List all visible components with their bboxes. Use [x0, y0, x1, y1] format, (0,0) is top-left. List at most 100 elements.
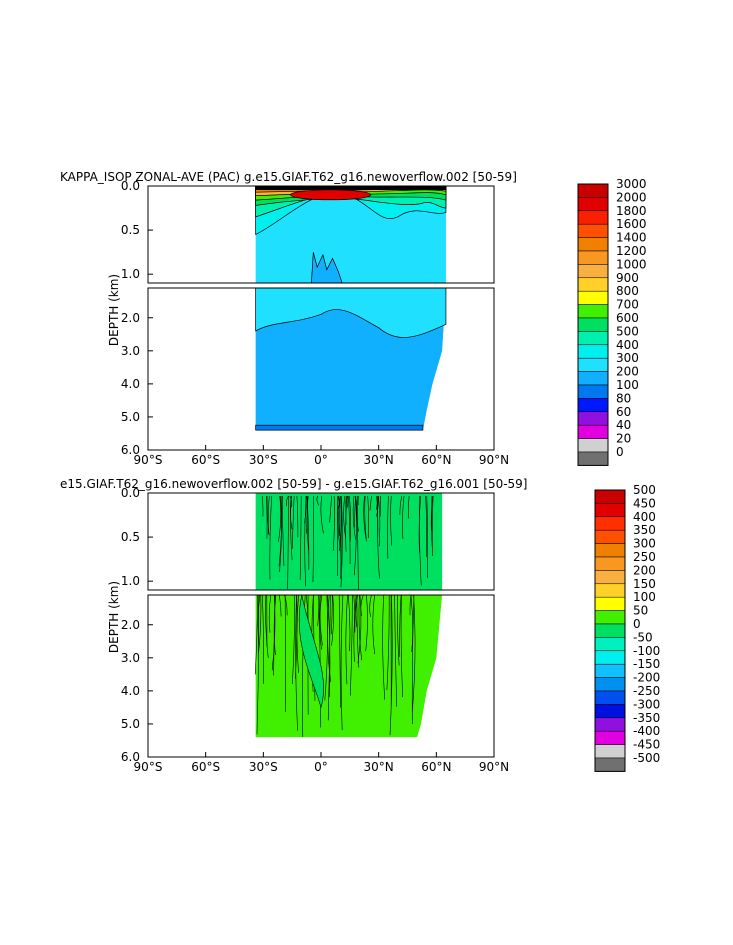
colorbar-label: 50 [633, 604, 648, 618]
colorbar-swatch [577, 304, 609, 319]
colorbar-label: 400 [633, 510, 656, 524]
colorbar-label: 700 [616, 298, 639, 312]
colorbar-label: 1400 [616, 231, 647, 245]
colorbar-swatch [577, 411, 609, 426]
contour-lines-upper [261, 495, 434, 590]
y-tick-label: 3.0 [121, 651, 140, 665]
colorbar-swatch [577, 424, 609, 439]
colorbar-label: -100 [633, 644, 660, 658]
colorbar-swatch [594, 570, 626, 585]
contour-300-upper [311, 252, 343, 283]
x-tick-label: 90°N [479, 760, 509, 774]
colorbar-swatch [594, 610, 626, 625]
field-background-lower [255, 595, 443, 738]
colorbar-swatch [577, 210, 609, 225]
colorbar-label: 0 [633, 617, 641, 631]
y-tick-label: 6.0 [121, 443, 140, 457]
plot-frame-upper [147, 492, 495, 591]
contour-0-lower [298, 595, 324, 709]
colorbar-label: 1600 [616, 217, 647, 231]
colorbar-label: -300 [633, 697, 660, 711]
y-tick-label: 6.0 [121, 750, 140, 764]
y-tick-label: 5.0 [121, 410, 140, 424]
y-tick-label: 0.0 [121, 486, 140, 500]
y-axis-label: DEPTH (km) [107, 581, 121, 653]
colorbar-label: 80 [616, 391, 631, 405]
colorbar-swatch [577, 264, 609, 279]
colorbar-swatch [594, 730, 626, 745]
colorbar-swatch [594, 583, 626, 598]
chart-title: e15.GIAF.T62_g16.newoverflow.002 [50-59]… [60, 477, 528, 491]
colorbar-swatch [594, 677, 626, 692]
colorbar-swatch [577, 371, 609, 386]
x-tick-label: 0° [314, 760, 328, 774]
colorbar-swatch [594, 744, 626, 759]
x-tick-label: 60°N [421, 760, 451, 774]
colorbar-swatch [577, 384, 609, 399]
x-tick-label: 90°N [479, 453, 509, 467]
colorbar-label: 3000 [616, 177, 647, 191]
chart-title: KAPPA_ISOP ZONAL-AVE (PAC) g.e15.GIAF.T6… [60, 170, 517, 184]
x-tick-label: 90°S [134, 760, 163, 774]
colorbar-label: -500 [633, 751, 660, 765]
axis-break [146, 283, 496, 288]
colorbar-swatch [594, 596, 626, 611]
x-tick-label: 30°N [364, 760, 394, 774]
colorbar-swatch [577, 183, 609, 198]
colorbar-label: 2000 [616, 190, 647, 204]
colorbar-label: -200 [633, 671, 660, 685]
contour-200-bottom [255, 424, 424, 431]
colorbar-label: 500 [633, 483, 656, 497]
colorbar-label: 300 [616, 351, 639, 365]
field-upper [255, 186, 447, 283]
chart-panel-1: KAPPA_ISOP ZONAL-AVE (PAC) g.e15.GIAF.T6… [60, 170, 647, 467]
field-lower [255, 288, 447, 431]
y-tick-label: 4.0 [121, 377, 140, 391]
colorbar-label: 200 [633, 563, 656, 577]
colorbar-label: 200 [616, 365, 639, 379]
x-tick-label: 60°N [421, 453, 451, 467]
colorbar-label: 40 [616, 418, 631, 432]
x-tick-label: 90°S [134, 453, 163, 467]
colorbar: 3000200018001600140012001000900800700600… [577, 177, 647, 466]
colorbar-swatch [577, 290, 609, 305]
colorbar-swatch [577, 223, 609, 238]
y-tick-label: 2.0 [121, 618, 140, 632]
x-tick-label: 60°S [191, 760, 220, 774]
colorbar-swatch [594, 529, 626, 544]
colorbar-label: 150 [633, 577, 656, 591]
colorbar-label: 600 [616, 311, 639, 325]
colorbar-label: 450 [633, 496, 656, 510]
colorbar-label: 300 [633, 537, 656, 551]
y-tick-label: 3.0 [121, 344, 140, 358]
colorbar: 500450400350300250200150100500-50-100-15… [594, 483, 660, 772]
colorbar-swatch [594, 489, 626, 504]
colorbar-label: -400 [633, 724, 660, 738]
y-tick-label: 0.5 [121, 530, 140, 544]
colorbar-swatch [594, 757, 626, 772]
x-tick-label: 0° [314, 453, 328, 467]
colorbar-swatch [577, 250, 609, 265]
y-axis-label: DEPTH (km) [107, 274, 121, 346]
colorbar-label: 100 [616, 378, 639, 392]
colorbar-label: 250 [633, 550, 656, 564]
colorbar-swatch [594, 543, 626, 558]
y-tick-label: 1.0 [121, 574, 140, 588]
colorbar-label: 400 [616, 338, 639, 352]
field-lower [254, 595, 443, 738]
colorbar-label: 1000 [616, 257, 647, 271]
field-upper [255, 493, 443, 590]
colorbar-swatch [594, 623, 626, 638]
colorbar-swatch [577, 277, 609, 292]
colorbar-swatch [594, 503, 626, 518]
colorbar-label: 1200 [616, 244, 647, 258]
colorbar-label: -150 [633, 657, 660, 671]
colorbar-swatch [594, 690, 626, 705]
y-tick-label: 0.5 [121, 223, 140, 237]
colorbar-label: 900 [616, 271, 639, 285]
x-tick-label: 60°S [191, 453, 220, 467]
colorbar-label: 500 [616, 324, 639, 338]
colorbar-label: 800 [616, 284, 639, 298]
chart-panel-2: e15.GIAF.T62_g16.newoverflow.002 [50-59]… [60, 477, 660, 774]
y-tick-label: 0.0 [121, 179, 140, 193]
